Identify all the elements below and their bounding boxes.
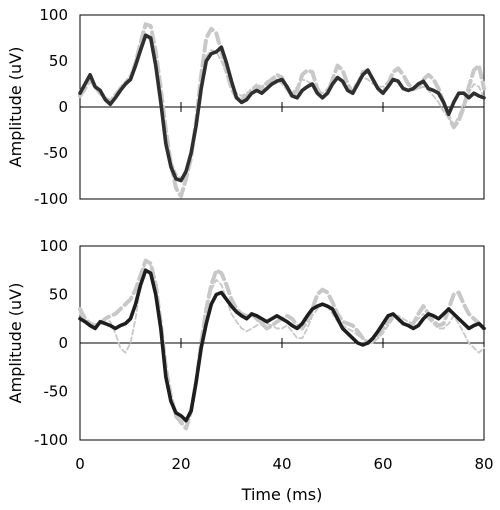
- x-tick-label: 40: [272, 455, 291, 473]
- x-tick-label: 0: [75, 455, 85, 473]
- chart-panel-top: 100 50 0 -50 -100 Amplitude (uV): [6, 6, 486, 208]
- chart-panel-bottom: 0 20 40 60 80 100 50 0 -50 -100 Amplitude (uV): [6, 237, 494, 473]
- x-tick-label: 20: [171, 455, 190, 473]
- y-tick-label: 100: [39, 6, 68, 24]
- x-tick-label: 60: [373, 455, 392, 473]
- series-line-3: [78, 268, 486, 423]
- y-tick-label: -100: [34, 190, 68, 208]
- y-axis-title: Amplitude (uV): [6, 47, 25, 168]
- x-axis-title: Time (ms): [241, 485, 323, 504]
- y-tick-label: -100: [34, 431, 68, 449]
- y-tick-label: 50: [49, 52, 68, 70]
- series-line-3: [78, 33, 486, 183]
- y-tick-label: -50: [44, 144, 69, 162]
- x-tick-label: 80: [474, 455, 493, 473]
- y-tick-label: 100: [39, 237, 68, 255]
- series-line-2: [79, 34, 485, 180]
- y-tick-label: 0: [58, 98, 68, 116]
- y-tick-label: 50: [49, 286, 68, 304]
- y-tick-label: 0: [58, 334, 68, 352]
- y-axis-title: Amplitude (uV): [6, 283, 25, 404]
- y-tick-label: -50: [44, 383, 69, 401]
- series-line-2: [79, 259, 485, 424]
